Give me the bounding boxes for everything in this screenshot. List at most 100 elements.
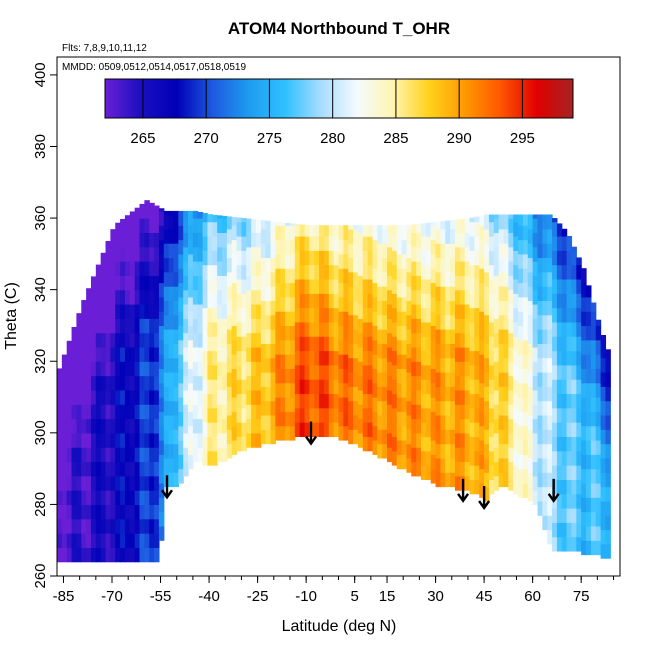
- heatmap-cell: [260, 386, 267, 402]
- heatmap-cell: [435, 386, 442, 402]
- heatmap-cell: [260, 343, 267, 359]
- heatmap-cell: [391, 278, 398, 294]
- heatmap-cell: [493, 246, 500, 262]
- heatmap-cell: [552, 278, 558, 294]
- heatmap-cell: [95, 264, 102, 276]
- heatmap-cell: [454, 404, 461, 420]
- heatmap-cell: [595, 525, 602, 541]
- heatmap-cell: [406, 329, 412, 344]
- heatmap-cell: [401, 339, 408, 355]
- heatmap-cell: [425, 350, 432, 366]
- heatmap-cell: [260, 357, 267, 373]
- heatmap-cell: [372, 282, 378, 298]
- heatmap-cell: [382, 386, 388, 402]
- heatmap-cell: [445, 429, 451, 445]
- heatmap-cell: [421, 223, 427, 237]
- heatmap-cell: [357, 275, 364, 291]
- heatmap-cell: [289, 325, 296, 341]
- heatmap-cell: [498, 243, 505, 259]
- heatmap-cell: [484, 357, 490, 373]
- heatmap-cell: [149, 547, 155, 563]
- heatmap-cell: [323, 250, 330, 266]
- heatmap-cell: [95, 447, 102, 463]
- heatmap-cell: [513, 422, 519, 438]
- heatmap-cell: [542, 343, 548, 359]
- heatmap-cell: [120, 475, 126, 491]
- heatmap-cell: [323, 225, 330, 237]
- heatmap-cell: [518, 382, 524, 398]
- heatmap-cell: [537, 314, 543, 330]
- heatmap-cell: [357, 361, 364, 377]
- heatmap-cell: [61, 432, 68, 448]
- heatmap-cell: [183, 275, 189, 291]
- heatmap-cell: [348, 371, 354, 387]
- heatmap-cell: [484, 457, 490, 473]
- heatmap-cell: [391, 436, 398, 452]
- heatmap-cell: [411, 404, 417, 420]
- heatmap-cell: [595, 454, 602, 470]
- heatmap-cell: [323, 350, 330, 366]
- heatmap-cell: [586, 425, 592, 441]
- heatmap-cell: [576, 407, 582, 423]
- heatmap-cell: [435, 221, 442, 230]
- heatmap-cell: [163, 271, 170, 287]
- heatmap-cell: [289, 223, 296, 226]
- heatmap-cell: [561, 364, 568, 380]
- heatmap-cell: [309, 364, 315, 380]
- heatmap-cell: [71, 326, 78, 334]
- heatmap-cell: [377, 371, 383, 387]
- heatmap-cell: [323, 379, 330, 395]
- heatmap-cell: [367, 250, 374, 266]
- heatmap-cell: [561, 522, 568, 538]
- heatmap-cell: [411, 275, 417, 291]
- heatmap-cell: [105, 318, 111, 334]
- heatmap-cell: [212, 336, 218, 352]
- heatmap-cell: [275, 425, 281, 441]
- arrow-head: [478, 500, 491, 511]
- heatmap-cell: [323, 307, 330, 323]
- heatmap-cell: [294, 321, 301, 337]
- heatmap-cell: [556, 250, 563, 266]
- heatmap-cell: [86, 289, 92, 305]
- heatmap-cell: [61, 447, 68, 463]
- heatmap-cell: [154, 475, 160, 491]
- heatmap-cell: [484, 371, 490, 387]
- heatmap-cell: [493, 214, 500, 219]
- heatmap-cell: [474, 422, 480, 438]
- heatmap-cell: [396, 225, 403, 241]
- heatmap-cell: [450, 472, 456, 488]
- heatmap-cell: [115, 504, 121, 520]
- heatmap-cell: [547, 457, 553, 473]
- heatmap-cell: [605, 486, 611, 502]
- heatmap-cell: [362, 422, 369, 438]
- heatmap-cell: [158, 339, 165, 355]
- heatmap-cell: [241, 336, 247, 352]
- heatmap-cell: [406, 286, 412, 301]
- heatmap-cell: [188, 296, 194, 312]
- colorbar-tick-label: 270: [194, 130, 219, 147]
- heatmap-cell: [333, 235, 340, 251]
- heatmap-cell: [391, 235, 398, 251]
- heatmap-cell: [571, 250, 577, 266]
- heatmap-cell: [479, 382, 485, 398]
- heatmap-cell: [600, 400, 607, 416]
- heatmap-cell: [542, 257, 548, 273]
- heatmap-cell: [328, 364, 335, 380]
- heatmap-cell: [566, 278, 573, 294]
- heatmap-cell: [134, 232, 141, 248]
- heatmap-cell: [139, 389, 145, 405]
- heatmap-cell: [124, 275, 131, 291]
- heatmap-cell: [537, 228, 543, 244]
- heatmap-cell: [134, 547, 141, 563]
- heatmap-cell: [508, 404, 514, 420]
- heatmap-cell: [129, 375, 136, 391]
- heatmap-cell: [183, 289, 189, 305]
- heatmap-cell: [547, 529, 553, 545]
- heatmap-cell: [600, 334, 607, 344]
- heatmap-cell: [561, 264, 568, 280]
- heatmap-cell: [280, 225, 286, 241]
- x-tick-label: -55: [150, 588, 172, 605]
- heatmap-cell: [411, 224, 417, 233]
- heatmap-cell: [522, 296, 529, 312]
